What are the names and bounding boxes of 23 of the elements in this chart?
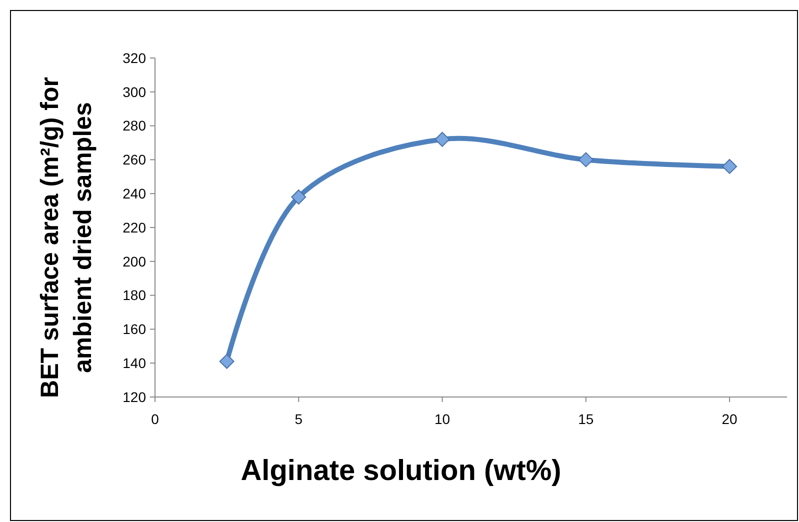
point (722, 158, 738, 174)
point (578, 152, 594, 168)
point (434, 132, 450, 147)
y-tick-label: 240 (122, 186, 146, 202)
y-tick-label: 300 (122, 84, 146, 100)
y-tick-label: 140 (122, 355, 146, 371)
y-tick-label: 120 (122, 388, 146, 405)
y-tick-label: 260 (122, 152, 146, 168)
point (291, 189, 306, 204)
y-tick-label: 180 (122, 287, 146, 304)
x-tick-label: 5 (294, 411, 303, 427)
x-tick-label: 20 (722, 411, 738, 427)
y-tick-label: 160 (122, 321, 146, 338)
y-axis-title: BET surface area (m²/g) for ambient dried samples (36, 76, 97, 398)
y-tick-label: 320 (122, 50, 146, 66)
y-tick-label: 280 (122, 118, 146, 134)
x-tick-label: 0 (151, 411, 160, 427)
y-tick-label: 220 (122, 219, 146, 236)
x-tick-label: 10 (434, 411, 450, 427)
x-tick-label: 15 (578, 411, 594, 427)
x-axis-title: Alginate solution (wt%) (240, 455, 562, 487)
point (219, 354, 234, 369)
y-tick-label: 200 (122, 253, 146, 270)
